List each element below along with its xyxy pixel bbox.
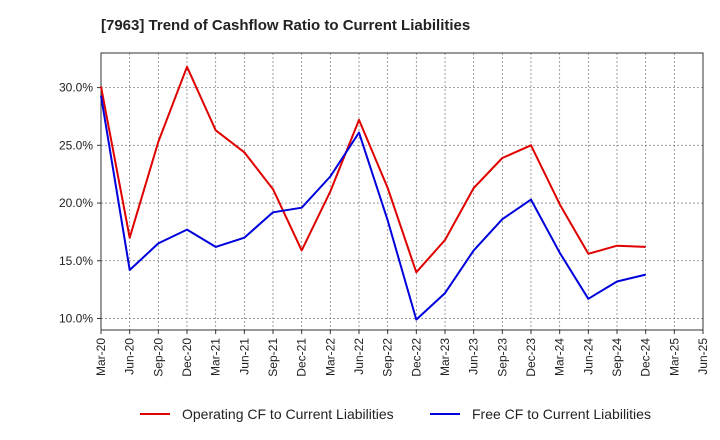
x-tick-label: Jun-25 [696,338,710,375]
x-tick-label: Jun-20 [123,338,137,375]
x-tick-label: Dec-23 [524,338,538,377]
x-tick-label: Jun-24 [581,338,595,375]
x-tick-label: Sep-22 [381,338,395,377]
legend-label: Operating CF to Current Liabilities [182,406,394,422]
x-tick-label: Dec-22 [409,338,423,377]
y-tick-label: 25.0% [59,138,93,152]
chart-title: [7963] Trend of Cashflow Ratio to Curren… [101,17,470,34]
x-tick-label: Mar-21 [209,338,223,376]
grid [100,53,704,330]
x-tick-label: Dec-20 [180,338,194,377]
y-tick-label: 20.0% [59,196,93,210]
x-tick-label: Jun-23 [467,338,481,375]
x-tick-label: Sep-21 [266,338,280,377]
x-tick-label: Mar-22 [323,338,337,376]
x-tick-label: Jun-22 [352,338,366,375]
y-tick-label: 30.0% [59,81,93,95]
x-tick-label: Mar-20 [94,338,108,376]
series-line [100,95,646,321]
x-tick-label: Dec-24 [639,338,653,377]
series-line [100,65,646,274]
x-tick-label: Mar-23 [438,338,452,376]
x-tick-label: Mar-24 [553,338,567,376]
x-tick-label: Jun-21 [237,338,251,375]
x-tick-label: Sep-20 [151,338,165,377]
x-tick-label: Sep-23 [495,338,509,377]
y-tick-label: 10.0% [59,311,93,325]
legend: Operating CF to Current Liabilities Free … [140,406,651,422]
y-tick-label: 15.0% [59,254,93,268]
x-tick-label: Dec-21 [295,338,309,377]
x-axis: Mar-20 Jun-20 Sep-20 Dec-20 Mar-21 Jun-21 Sep-… [94,330,710,377]
x-tick-label: Mar-25 [667,338,681,376]
y-axis: 10.0% 15.0% 20.0% 25.0% 30.0% [59,81,101,325]
series-lines [100,65,646,321]
x-tick-label: Sep-24 [610,338,624,377]
plot-frame [100,52,704,331]
legend-label: Free CF to Current Liabilities [472,406,651,422]
